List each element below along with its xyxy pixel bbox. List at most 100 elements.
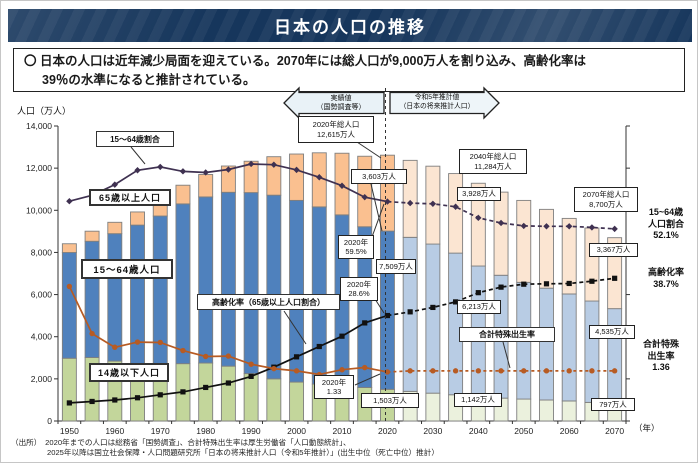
bar-2055 (539, 399, 554, 422)
marker-square (498, 284, 504, 290)
x-tick-label: 1960 (105, 426, 124, 436)
marker-circle (521, 368, 527, 374)
marker-circle (134, 339, 141, 345)
line-dashed (387, 370, 615, 373)
marker-circle (611, 368, 618, 374)
marker-square (475, 290, 481, 296)
marker-square (362, 320, 368, 326)
marker-square (566, 280, 572, 287)
marker-circle (180, 347, 186, 354)
marker-diamond (520, 222, 527, 230)
callout-2020-fertility: 2020年 1.33 (314, 375, 354, 399)
marker-circle (384, 369, 391, 375)
y-tick-label: 10,000 (26, 205, 52, 215)
bar-2055 (539, 208, 554, 289)
marker-diamond (270, 161, 278, 168)
callout-2020-working-ratio: 2020年 59.5% (338, 235, 374, 259)
y-tick-label: 2,000 (31, 374, 53, 384)
marker-circle (89, 330, 95, 337)
marker-circle (112, 344, 118, 350)
callout-connector (130, 146, 146, 165)
bar-2000 (289, 153, 305, 201)
x-tick-label: 2030 (423, 426, 442, 436)
x-tick-label: 1950 (60, 426, 79, 436)
marker-diamond (66, 198, 73, 205)
marker-square (180, 389, 186, 395)
marker-circle (271, 365, 277, 372)
marker-diamond (611, 225, 618, 233)
label-child-population: 14歳以下人口 (89, 363, 169, 382)
bar-1980 (198, 196, 214, 364)
label-elderly-population: 65歳以上人口 (89, 189, 171, 206)
bar-1980 (198, 362, 214, 422)
callout-2040-working: 6,213万人 (457, 300, 501, 314)
bar-1965 (130, 211, 145, 226)
marker-circle (475, 368, 482, 374)
bar-2030 (425, 392, 441, 422)
marker-circle (407, 368, 413, 374)
bar-2050 (516, 199, 532, 283)
bar-1985 (220, 191, 236, 367)
marker-diamond (225, 166, 232, 173)
marker-diamond (497, 219, 505, 227)
label-working-ratio: 15～64歳割合 (96, 131, 174, 147)
endlabel-working-share: 15~64歳 人口割合 52.1% (647, 207, 684, 241)
callout-2020-total: 2020年総人口 12,615万人 (298, 116, 374, 143)
bar-2065 (584, 300, 600, 403)
marker-diamond (429, 200, 437, 208)
title-bar: 日本の人口の推移 (8, 9, 692, 42)
x-tick-label: 1970 (151, 426, 170, 436)
label-fertility-rate: 合計特殊出生率 (459, 327, 555, 342)
callout-2070-elderly: 3,367万人 (589, 243, 638, 257)
marker-diamond (316, 174, 323, 181)
bar-1975 (175, 184, 191, 205)
callout-2020-working: 7,509万人 (376, 259, 416, 274)
endlabel-aging-rate: 高齢化率 38.7% (647, 267, 684, 289)
marker-diamond (134, 167, 141, 174)
bar-2055 (539, 287, 554, 401)
label-working-population: 15～64歳人口 (81, 259, 173, 279)
callout-connector (356, 141, 382, 159)
marker-square (293, 354, 300, 360)
marker-square (453, 299, 459, 305)
bar-2060 (561, 400, 577, 422)
y-axis-title: 人口（万人） (17, 106, 72, 116)
x-tick-label: 2070 (605, 426, 624, 436)
bar-1955 (84, 230, 100, 242)
page-title: 日本の人口の推移 (274, 18, 426, 37)
bar-1960 (107, 233, 123, 362)
bar-1985 (220, 165, 236, 193)
marker-square (248, 373, 254, 379)
marker-diamond (475, 214, 482, 222)
marker-diamond (247, 160, 255, 168)
callout-2070-child: 797万人 (591, 398, 635, 411)
label-aging-rate: 高齢化率（65歳以上人口割合） (197, 294, 340, 310)
y-tick-label: 4,000 (31, 332, 53, 342)
bar-2060 (561, 293, 577, 402)
marker-square (316, 343, 322, 350)
marker-square (521, 281, 527, 287)
bar-2040 (470, 182, 486, 267)
bar-1960 (107, 221, 123, 235)
summary-box: 〇 日本の人口は近年減少局面を迎えている。2070年には総人口が9,000万人を… (13, 48, 685, 92)
callout-connector (354, 373, 381, 386)
marker-diamond (406, 199, 414, 207)
marker-diamond (179, 168, 187, 175)
marker-square (89, 398, 95, 405)
marker-square (157, 392, 163, 398)
callout-2070-total: 2070年総人口 8,700万人 (574, 187, 638, 212)
marker-diamond (566, 223, 573, 230)
x-tick-label: 1980 (196, 426, 215, 436)
marker-circle (66, 283, 73, 290)
y-tick-label: 12,000 (26, 163, 52, 173)
bar-1980 (198, 174, 214, 198)
marker-diamond (384, 198, 391, 205)
callout-2020-child: 1,503万人 (361, 393, 419, 408)
x-tick-label: 2010 (333, 426, 352, 436)
marker-circle (293, 368, 300, 374)
bar-2035 (448, 173, 464, 254)
callout-2040-child: 1,142万人 (454, 393, 502, 407)
bar-1995 (266, 378, 282, 422)
bar-2020 (379, 154, 395, 232)
